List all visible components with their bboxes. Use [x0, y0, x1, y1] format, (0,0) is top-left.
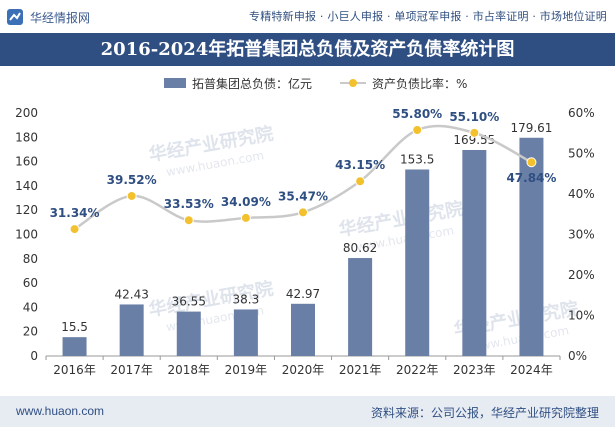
bar [462, 149, 487, 356]
y-left-tick-label: 80 [23, 252, 38, 266]
top-bar: 华经情报网 专精特新申报 · 小巨人申报 · 单项冠军申报 · 市占率证明 · … [0, 0, 615, 33]
ratio-value-label: 43.15% [335, 158, 385, 172]
x-tick-label: 2021年 [339, 363, 382, 377]
y-right-tick-label: 50% [568, 147, 595, 161]
bar-value-label: 38.3 [233, 292, 260, 306]
bar [348, 258, 373, 356]
legend-line-label: 资产负债比率：% [372, 76, 467, 91]
legend-bar-swatch [164, 78, 186, 88]
x-tick-label: 2023年 [453, 363, 496, 377]
x-tick-label: 2022年 [396, 363, 439, 377]
ratio-marker [183, 215, 194, 226]
bar [519, 137, 544, 356]
y-right-tick-label: 60% [568, 106, 595, 120]
bar [233, 309, 258, 356]
footer-website[interactable]: www.huaon.com [16, 404, 105, 418]
y-left-tick-label: 140 [15, 179, 38, 193]
ratio-value-label: 55.80% [392, 107, 442, 121]
ratio-value-label: 35.47% [278, 189, 328, 203]
bar-value-label: 42.97 [286, 287, 320, 301]
x-tick-label: 2017年 [110, 363, 153, 377]
y-left-tick-label: 0 [30, 349, 38, 363]
combo-chart: 华经产业研究院www.huaon.com华经产业研究院www.huaon.com… [15, 76, 595, 377]
ratio-value-label: 33.53% [164, 197, 214, 211]
ratio-marker [240, 212, 251, 223]
line-labels: 31.34% 39.52% 33.53% 34.09% 35.47% 43.15% 55.8… [50, 107, 557, 220]
brand-name: 华经情报网 [30, 10, 91, 25]
brand[interactable]: 华经情报网 [6, 8, 90, 26]
ratio-marker [298, 207, 308, 218]
footer: www.huaon.com 资料来源：公司公报，华经产业研究院整理 [0, 396, 615, 427]
x-tick-label: 2019年 [225, 363, 268, 377]
y-left-tick-label: 100 [15, 228, 38, 242]
bar [62, 337, 87, 356]
y-left-tick-label: 20 [23, 325, 38, 339]
y-right-tick-label: 10% [568, 309, 595, 323]
legend-bar-label: 拓普集团总负债：亿元 [192, 76, 312, 91]
footer-source: 资料来源：公司公报，华经产业研究院整理 [370, 406, 599, 420]
ratio-value-label: 47.84% [506, 171, 556, 185]
y-left-tick-label: 200 [15, 106, 38, 120]
ratio-marker [412, 125, 423, 136]
y-right-tick-label: 0% [568, 349, 587, 363]
x-tick-label: 2024年 [510, 363, 553, 377]
x-tick-label: 2016年 [53, 363, 96, 377]
y-left-tick-label: 40 [23, 300, 38, 314]
legend-line-marker [349, 79, 357, 87]
ratio-value-label: 55.10% [449, 110, 499, 124]
ratio-marker [69, 224, 80, 235]
bar-value-label: 153.5 [400, 152, 434, 166]
bar-value-label: 179.61 [510, 121, 552, 135]
y-left-tick-label: 180 [15, 130, 38, 144]
x-tick-label: 2018年 [168, 363, 211, 377]
bar-value-label: 42.43 [114, 287, 148, 301]
bar [119, 304, 144, 356]
y-right-tick-label: 20% [568, 268, 595, 282]
line-series [69, 124, 537, 235]
bar-value-label: 15.5 [61, 320, 88, 334]
bar-series [62, 137, 544, 356]
ratio-marker [526, 157, 537, 168]
y-right-tick-label: 40% [568, 187, 595, 201]
brand-logo-icon [7, 9, 23, 25]
bar [291, 303, 315, 356]
bar-value-label: 80.62 [343, 241, 377, 255]
y-left-tick-label: 120 [15, 203, 38, 217]
chart-title: 2016-2024年拓普集团总负债及资产负债率统计图 [0, 33, 615, 66]
ratio-marker [126, 190, 137, 201]
ratio-marker [355, 176, 366, 187]
axes: 0 20 40 60 80 100 120 140 160 180 200 0% 10% 20% 30% 40… [15, 106, 595, 377]
ratio-value-label: 39.52% [107, 173, 157, 187]
ratio-value-label: 34.09% [221, 195, 271, 209]
bar-value-label: 36.55 [172, 295, 206, 309]
y-left-tick-label: 60 [23, 276, 38, 290]
bar [405, 169, 430, 356]
bar [176, 311, 201, 356]
y-left-tick-label: 160 [15, 155, 38, 169]
x-tick-label: 2020年 [282, 363, 325, 377]
service-tags: 专精特新申报 · 小巨人申报 · 单项冠军申报 · 市占率证明 · 市场地位证明 [249, 10, 607, 23]
ratio-value-label: 31.34% [50, 206, 100, 220]
y-right-tick-label: 30% [568, 228, 595, 242]
legend: 拓普集团总负债：亿元 资产负债比率：% [164, 76, 467, 91]
ratio-marker [469, 127, 480, 138]
